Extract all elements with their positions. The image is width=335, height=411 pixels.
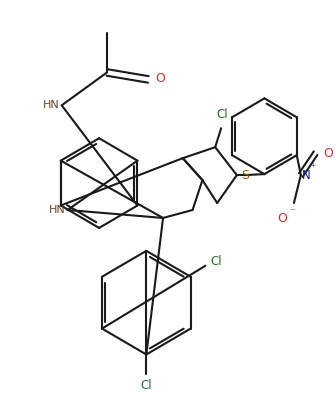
Text: O: O xyxy=(323,147,333,160)
Text: O: O xyxy=(277,212,287,225)
Text: HN: HN xyxy=(49,205,66,215)
Text: S: S xyxy=(241,169,249,182)
Text: HN: HN xyxy=(43,100,60,110)
Text: N: N xyxy=(302,169,311,182)
Text: O: O xyxy=(155,72,165,85)
Text: Cl: Cl xyxy=(216,108,228,121)
Text: Cl: Cl xyxy=(210,255,222,268)
Text: ⁻: ⁻ xyxy=(289,207,295,217)
Text: ⁺: ⁺ xyxy=(310,163,315,173)
Text: Cl: Cl xyxy=(140,379,152,393)
